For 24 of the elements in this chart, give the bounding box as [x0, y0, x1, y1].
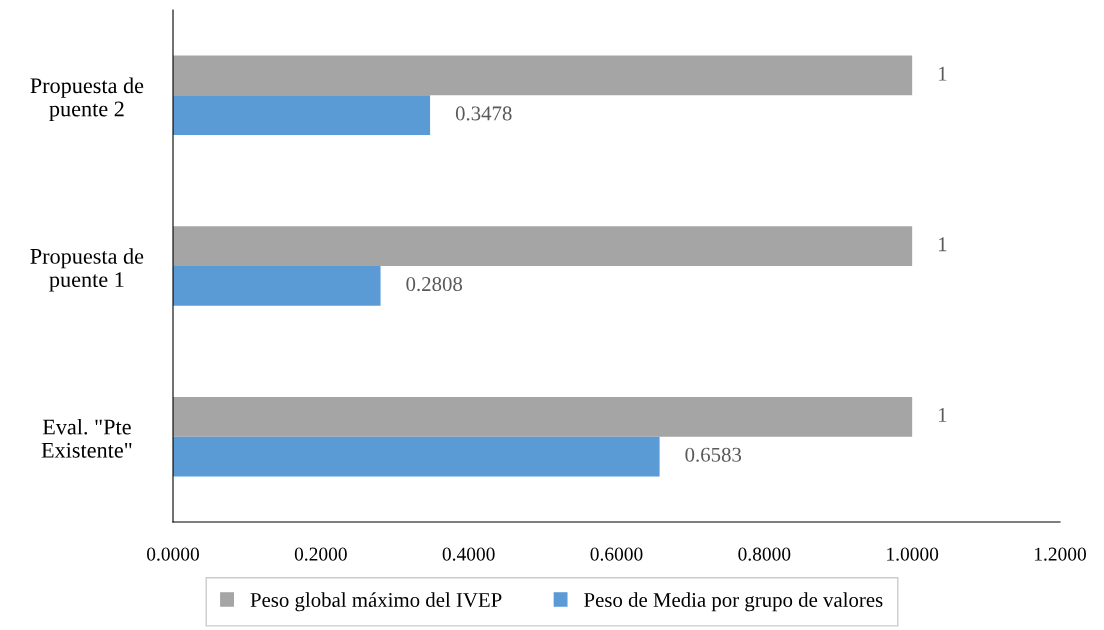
- data-label: 0.3478: [455, 106, 512, 121]
- x-tick-label: 0.6000: [590, 547, 643, 561]
- data-label: 1: [939, 66, 947, 81]
- x-tick-label: 1.2000: [1034, 547, 1086, 561]
- x-tick-label: 0.4000: [442, 547, 495, 561]
- y-tick-label: Propuesta de puente 1: [30, 248, 144, 292]
- x-tick-label: 0.2000: [294, 547, 347, 561]
- data-label: 1: [939, 237, 947, 252]
- x-tick-label: 0.8000: [738, 547, 791, 561]
- bar: [173, 266, 381, 306]
- bar: [173, 436, 660, 477]
- data-label: 0.2808: [406, 277, 463, 292]
- data-label: 0.6583: [685, 447, 742, 462]
- y-tick-label: Eval. "Pte Existente": [41, 418, 132, 458]
- data-label: 1: [939, 408, 947, 422]
- bar: [173, 226, 913, 266]
- x-tick-label: 0.0000: [147, 547, 199, 561]
- bar: [173, 55, 913, 96]
- y-tick-label: Propuesta de puente 2: [30, 77, 144, 121]
- legend-label: Peso de Media por grupo de valores: [584, 592, 883, 612]
- x-tick-label: 1.0000: [887, 547, 939, 561]
- bar: [173, 95, 431, 136]
- legend-label: Peso global máximo del IVEP: [250, 592, 502, 612]
- bar: [173, 396, 913, 437]
